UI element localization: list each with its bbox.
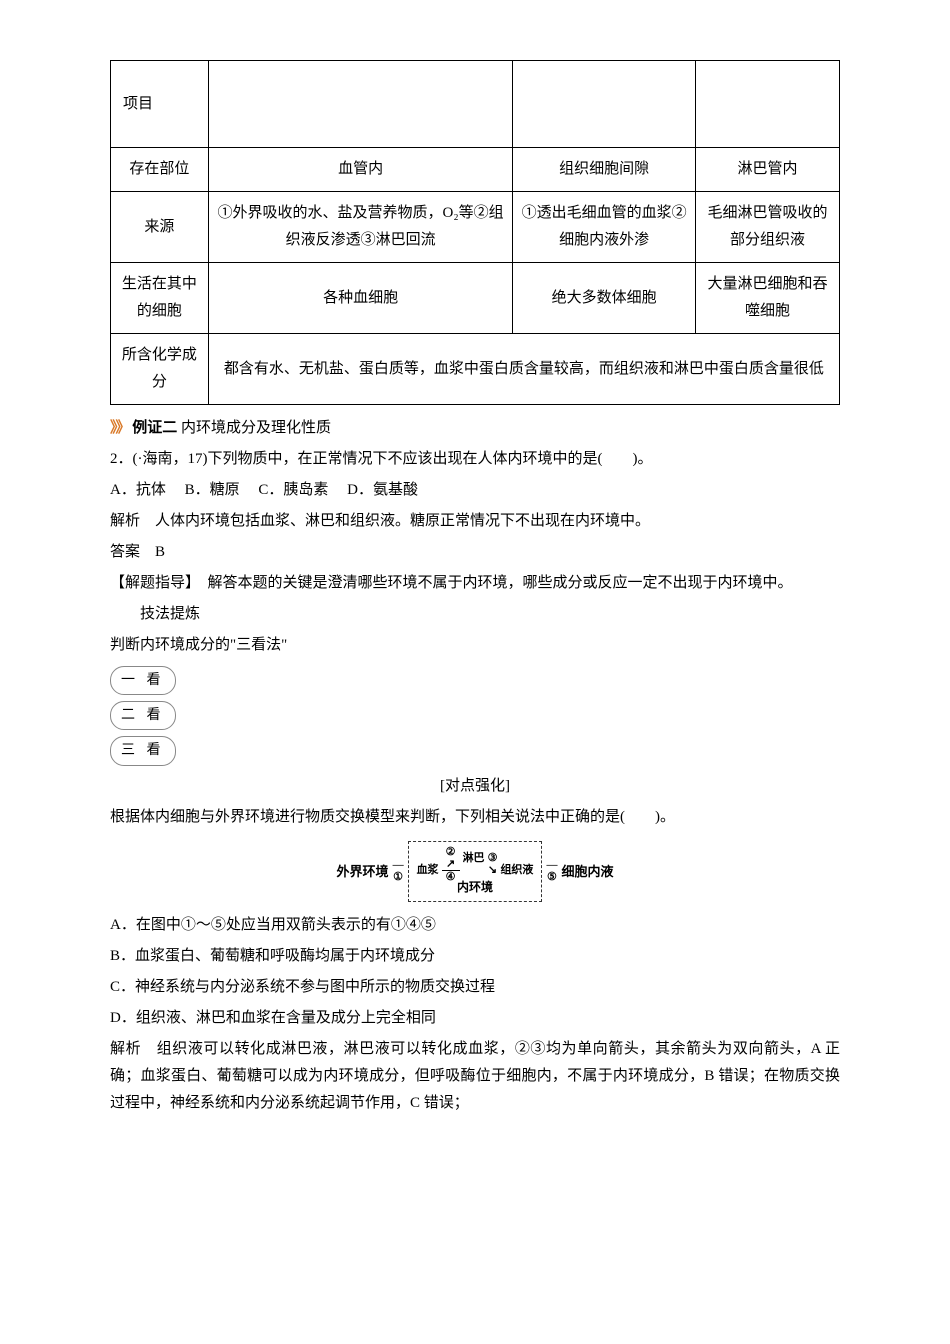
diagram-right-label: 细胞内液 (561, 860, 613, 883)
q3-opt-b: B．血浆蛋白、葡萄糖和呼吸酶均属于内环境成分 (110, 943, 840, 970)
diagram-neihuanjing: 内环境 (457, 877, 493, 899)
q3-opt-c: C．神经系统与内分泌系统不参与图中所示的物质交换过程 (110, 974, 840, 1001)
diagram-left-label: 外界环境 (337, 860, 389, 883)
row-location-label: 存在部位 (111, 148, 209, 192)
duidian-heading: [对点强化] (110, 773, 840, 800)
diagram-xuejiang: 血浆 (417, 864, 439, 876)
cell: ①外界吸收的水、盐及营养物质，O₂等②组织液反渗透③淋巴回流 (208, 192, 513, 263)
diagram-arrow-1: — ① (393, 859, 404, 883)
cell: 组织细胞间隙 (513, 148, 696, 192)
q2-opt-a: A．抗体 (110, 482, 166, 498)
q2-options: A．抗体 B．糖原 C．胰岛素 D．氨基酸 (110, 477, 840, 504)
jifa-line: 判断内环境成分的"三看法" (110, 632, 840, 659)
example-subtitle: 内环境成分及理化性质 (181, 420, 331, 436)
q3-stem: 根据体内细胞与外界环境进行物质交换模型来判断，下列相关说法中正确的是( )。 (110, 804, 840, 831)
table-header-blank (513, 61, 696, 148)
comparison-table: 项目 存在部位 血管内 组织细胞间隙 淋巴管内 来源 ①外界吸收的水、盐及营养物… (110, 60, 840, 405)
cell: 淋巴管内 (696, 148, 840, 192)
diagram-zuzhiye: 组织液 (500, 864, 533, 876)
cell: 血管内 (208, 148, 513, 192)
cell: 绝大多数体细胞 (513, 263, 696, 334)
example-label: 例证二 (132, 420, 177, 436)
row-cells-label: 生活在其中的细胞 (111, 263, 209, 334)
q2-guide: 【解题指导】 解答本题的关键是澄清哪些环境不属于内环境，哪些成分或反应一定不出现… (110, 570, 840, 597)
q2-stem: 2．(·海南，17)下列物质中，在正常情况下不应该出现在人体内环境中的是( )。 (110, 446, 840, 473)
diagram-linba: 淋巴 (463, 852, 485, 864)
cell: 毛细淋巴管吸收的部分组织液 (696, 192, 840, 263)
diagram-arrow-5: — ⑤ (546, 859, 557, 883)
q2-answer: 答案 B (110, 539, 840, 566)
cell: 各种血细胞 (208, 263, 513, 334)
q2-opt-c: C．胰岛素 (258, 482, 328, 498)
table-header-blank (696, 61, 840, 148)
table-header-item: 项目 (111, 61, 209, 148)
q2-opt-d: D．氨基酸 (347, 482, 418, 498)
cell-merged: 都含有水、无机盐、蛋白质等，血浆中蛋白质含量较高，而组织液和淋巴中蛋白质含量很低 (208, 334, 839, 405)
row-composition-label: 所含化学成分 (111, 334, 209, 405)
q3-opt-a: A．在图中①～⑤处应当用双箭头表示的有①④⑤ (110, 912, 840, 939)
q2-opt-b: B．糖原 (185, 482, 240, 498)
inner-environment-box: 血浆 ② ↗ ④ 淋巴 ③ ↘ 组织液 (408, 841, 543, 902)
q3-explain: 解析 组织液可以转化成淋巴液，淋巴液可以转化成血浆，②③均为单向箭头，其余箭头为… (110, 1036, 840, 1117)
chevron-icon: 》》 (110, 420, 129, 436)
look-1-tag: 一 看 (110, 666, 176, 695)
look-2-tag: 二 看 (110, 701, 176, 730)
row-source-label: 来源 (111, 192, 209, 263)
cell: 大量淋巴细胞和吞噬细胞 (696, 263, 840, 334)
cell: ①透出毛细血管的血浆②细胞内液外渗 (513, 192, 696, 263)
look-tags: 一 看 二 看 三 看 (110, 663, 840, 769)
exchange-diagram: 外界环境 — ① 血浆 ② ↗ ④ 淋巴 (110, 841, 840, 902)
example-2-heading: 》》 例证二 内环境成分及理化性质 (110, 415, 840, 442)
look-3-tag: 三 看 (110, 736, 176, 765)
q3-opt-d: D．组织液、淋巴和血浆在含量及成分上完全相同 (110, 1005, 840, 1032)
jifa-title: 技法提炼 (110, 601, 840, 628)
table-header-blank (208, 61, 513, 148)
q2-explain: 解析 人体内环境包括血浆、淋巴和组织液。糖原正常情况下不出现在内环境中。 (110, 508, 840, 535)
